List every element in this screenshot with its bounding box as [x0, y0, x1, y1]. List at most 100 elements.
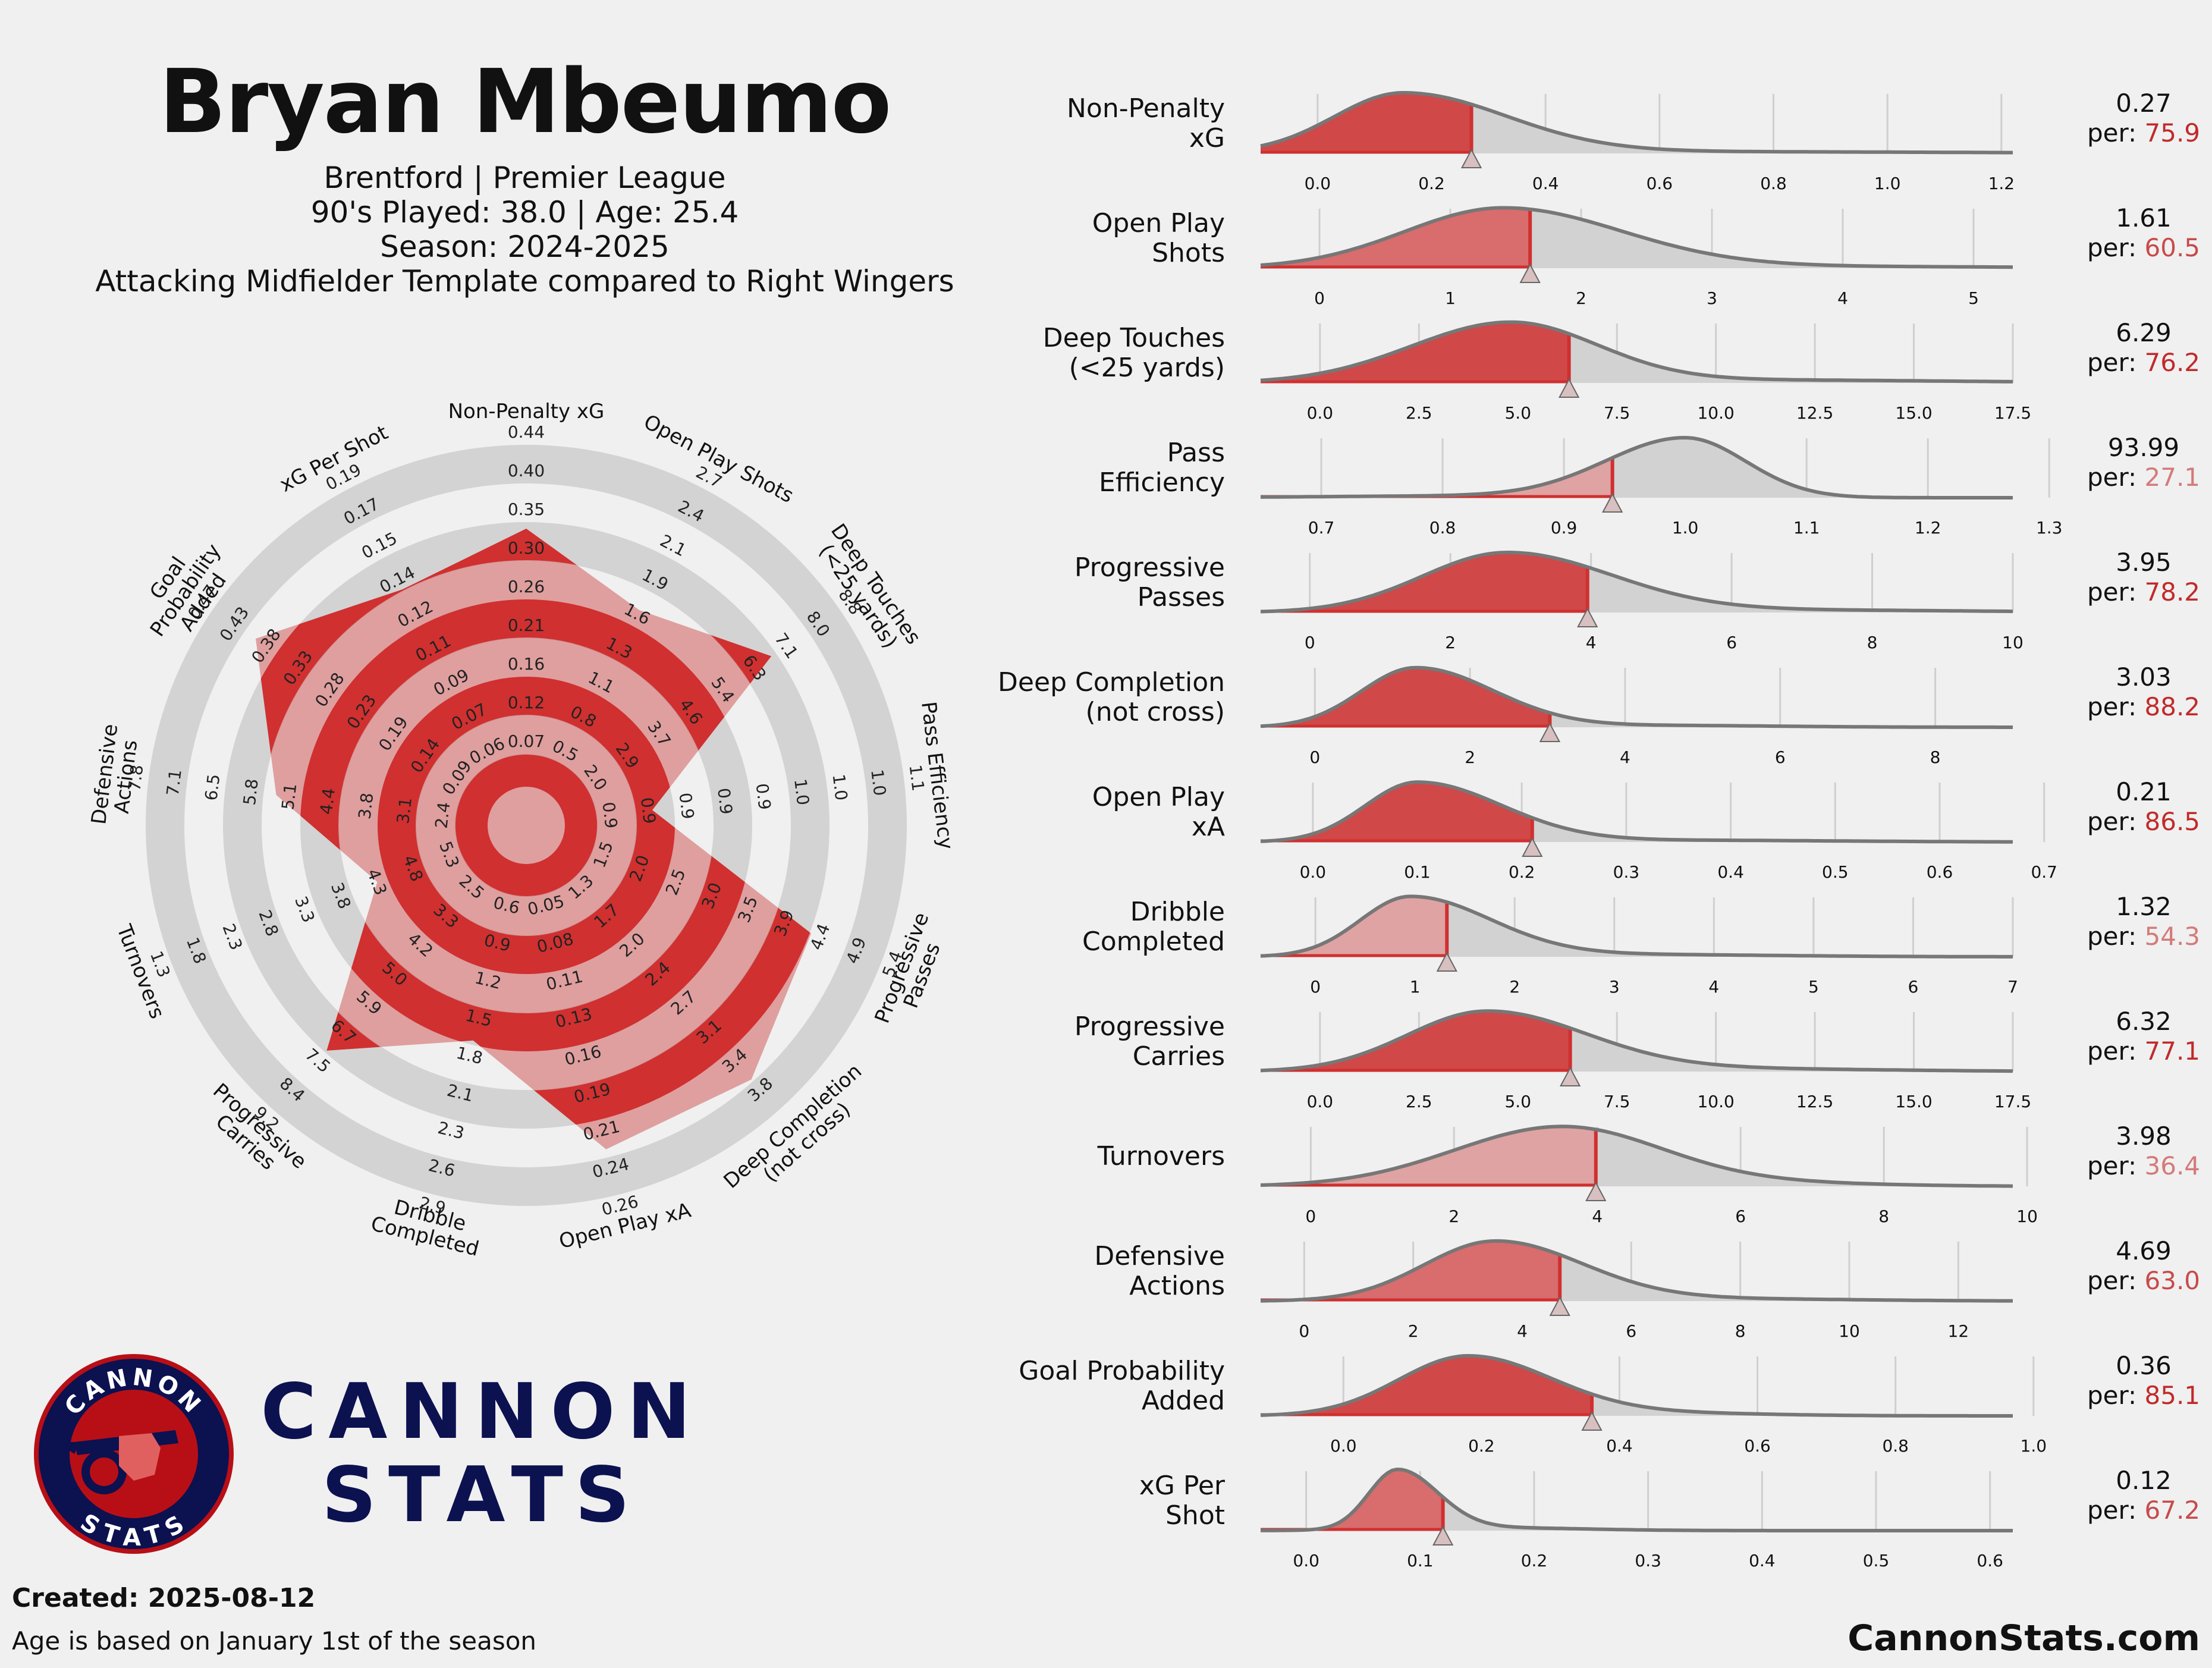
tick-label: 2 — [1408, 1321, 1419, 1341]
radar-tick-label: 0.35 — [508, 500, 545, 519]
tick-label: 12 — [1948, 1321, 1969, 1341]
metric-percentile: per: 85.1 — [2087, 1381, 2200, 1410]
value-marker — [1522, 837, 1543, 857]
radar-ring — [488, 787, 565, 864]
tick-label: 0.4 — [1532, 174, 1559, 193]
density-area — [1261, 438, 2013, 498]
tick-label: 0.2 — [1521, 1551, 1548, 1570]
tick-label: 0.3 — [1613, 862, 1640, 882]
density-curve — [1260, 1467, 2013, 1532]
tick-label: 0.2 — [1509, 862, 1535, 882]
radar-tick-label: 0.21 — [508, 615, 545, 635]
metric-percentile: per: 67.2 — [2087, 1496, 2200, 1525]
tick-label: 0.7 — [2031, 862, 2057, 882]
density-row: 0.7 0.8 0.9 1.0 1.1 1.2 1.3 Pass Efficiency 93.99… — [1099, 433, 2200, 538]
tick-label: 10.0 — [1697, 403, 1734, 423]
metric-value: 93.99 — [2108, 433, 2179, 462]
player-name: Bryan Mbeumo — [159, 51, 892, 153]
metric-label: xG Per Shot — [1139, 1471, 1226, 1531]
metric-percentile: per: 63.0 — [2087, 1266, 2200, 1295]
metric-value: 0.36 — [2116, 1351, 2172, 1380]
tick-label: 4 — [1586, 633, 1597, 652]
tick-label: 0.0 — [1305, 174, 1331, 193]
metric-label: Goal Probability Added — [1019, 1356, 1225, 1416]
tick-label: 0.6 — [1647, 174, 1673, 193]
tick-label: 10 — [2002, 633, 2024, 652]
radar-tick-label: 0.9 — [714, 787, 736, 815]
brand-stats: STATS — [321, 1451, 642, 1540]
metric-value: 4.69 — [2116, 1236, 2172, 1265]
metric-percentile: per: 78.2 — [2087, 577, 2200, 607]
tick-label: 6 — [1726, 633, 1737, 652]
density-percentile-fill — [1261, 93, 1472, 153]
density-percentile-fill — [1261, 1240, 1560, 1301]
radar-tick-label: 0.12 — [508, 693, 545, 712]
tick-label: 0 — [1310, 977, 1321, 997]
tick-label: 0.3 — [1635, 1551, 1661, 1570]
tick-label: 0 — [1305, 1207, 1316, 1226]
tick-label: 2 — [1576, 288, 1586, 308]
density-curve — [1260, 1009, 2013, 1073]
tick-label: 0.1 — [1407, 1551, 1434, 1570]
tick-label: 8 — [1867, 633, 1878, 652]
density-curve — [1260, 1239, 2013, 1303]
metric-value: 1.32 — [2116, 892, 2172, 921]
tick-label: 0.2 — [1418, 174, 1445, 193]
tick-label: 0.6 — [1977, 1551, 2003, 1570]
density-row: 0.0 0.1 0.2 0.3 0.4 0.5 0.6 0.7 Open Play xA 0.21p… — [1092, 777, 2200, 882]
radar-tick-label: 6.5 — [201, 773, 224, 802]
tick-label: 0.7 — [1308, 518, 1335, 538]
density-row: 0.0 2.5 5.0 7.5 10.0 12.5 15.0 17.5 Deep Touches… — [1043, 318, 2200, 423]
value-marker — [1577, 607, 1598, 627]
age-note: Age is based on January 1st of the seaso… — [12, 1626, 537, 1656]
tick-label: 0.2 — [1468, 1436, 1495, 1456]
tick-label: 12.5 — [1796, 1092, 1833, 1111]
radar-tick-label: 0.9 — [637, 796, 659, 825]
tick-label: 0.4 — [1606, 1436, 1633, 1456]
density-percentile-fill — [1261, 1126, 1596, 1186]
tick-label: 5.0 — [1504, 1092, 1531, 1111]
radar-tick-label: 0.9 — [752, 783, 775, 811]
tick-label: 17.5 — [1994, 1092, 2031, 1111]
density-percentile-fill — [1261, 1011, 1570, 1072]
tick-label: 1.0 — [2021, 1436, 2047, 1456]
density-curve — [1260, 1124, 2013, 1188]
tick-label: 2.5 — [1406, 403, 1432, 423]
radar-tick-label: 0.30 — [508, 538, 545, 558]
tick-label: 10 — [2016, 1207, 2038, 1226]
tick-label: 2 — [1509, 977, 1520, 997]
radar-tick-label: 0.9 — [598, 801, 621, 830]
tick-label: 0.4 — [1749, 1551, 1776, 1570]
metric-label: Open Play xA — [1092, 782, 1225, 842]
metric-percentile: per: 27.1 — [2087, 463, 2200, 492]
tick-label: 0.0 — [1300, 862, 1327, 882]
radar-tick-label: 2.4 — [431, 801, 454, 830]
website-link[interactable]: CannonStats.com — [1847, 1617, 2200, 1659]
tick-label: 4 — [1708, 977, 1719, 997]
metric-percentile: per: 54.3 — [2087, 922, 2200, 951]
value-marker — [1549, 1296, 1570, 1316]
subtitle-club: Brentford | Premier League — [323, 161, 726, 195]
tick-label: 0 — [1309, 747, 1320, 767]
tick-label: 15.0 — [1895, 1092, 1932, 1111]
tick-label: 0.5 — [1822, 862, 1849, 882]
tick-label: 0.5 — [1863, 1551, 1890, 1570]
tick-label: 6 — [1908, 977, 1919, 997]
tick-label: 8 — [1735, 1321, 1746, 1341]
metric-percentile: per: 88.2 — [2087, 692, 2200, 721]
tick-label: 17.5 — [1994, 403, 2031, 423]
density-row: 0 2 4 6 8 Deep Completion (not cross) 3.03per: … — [998, 662, 2200, 767]
radar-band — [455, 755, 597, 896]
density-percentile-fill — [1261, 552, 1588, 612]
density-curve — [1260, 1353, 2013, 1418]
density-row: 0.0 0.2 0.4 0.6 0.8 1.0 1.2 Non-Penalty xG 0.27pe… — [1067, 89, 2200, 193]
radar-tick-label: 3.1 — [393, 796, 416, 825]
radar-tick-label: 5.1 — [278, 783, 300, 811]
metric-percentile: per: 86.5 — [2087, 807, 2200, 836]
radar-tick-label: 4.4 — [316, 787, 339, 815]
density-curve — [1260, 206, 2013, 269]
subtitle-season: Season: 2024-2025 — [380, 230, 670, 264]
radar-polygon-rings — [256, 529, 812, 1149]
tick-label: 0.6 — [1927, 862, 1953, 882]
